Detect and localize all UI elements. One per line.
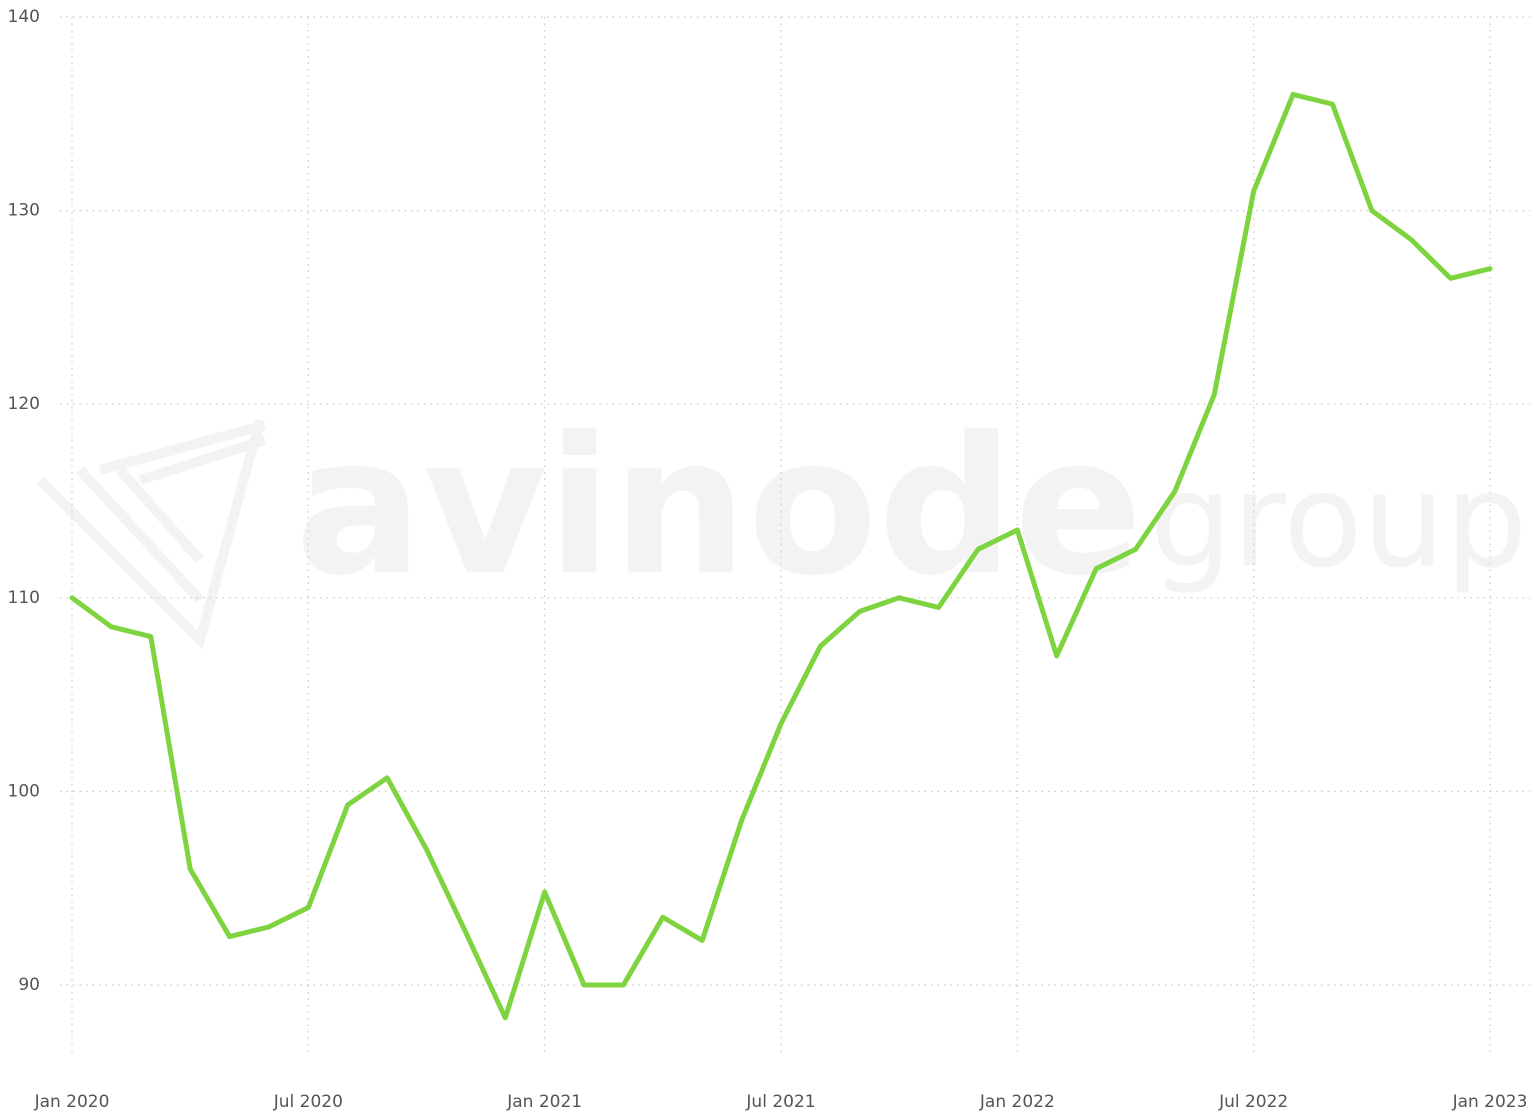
x-tick-label: Jan 2023: [1452, 1092, 1528, 1112]
watermark: avinode: [295, 396, 1143, 617]
y-tick-label: 100: [8, 781, 40, 801]
y-tick-label: 120: [8, 394, 40, 414]
watermark: group: [1150, 445, 1528, 597]
y-tick-label: 110: [8, 588, 40, 608]
watermark-logo: [36, 418, 267, 650]
x-tick-label: Jul 2020: [273, 1092, 343, 1112]
x-tick-label: Jan 2022: [979, 1092, 1055, 1112]
x-tick-label: Jul 2021: [745, 1092, 815, 1112]
x-tick-label: Jul 2022: [1218, 1092, 1288, 1112]
x-tick-label: Jan 2021: [506, 1092, 582, 1112]
y-tick-label: 140: [8, 7, 40, 27]
y-tick-label: 90: [18, 975, 40, 995]
x-tick-label: Jan 2020: [34, 1092, 110, 1112]
line: [69, 91, 1493, 1021]
y-tick-label: 130: [8, 201, 40, 221]
